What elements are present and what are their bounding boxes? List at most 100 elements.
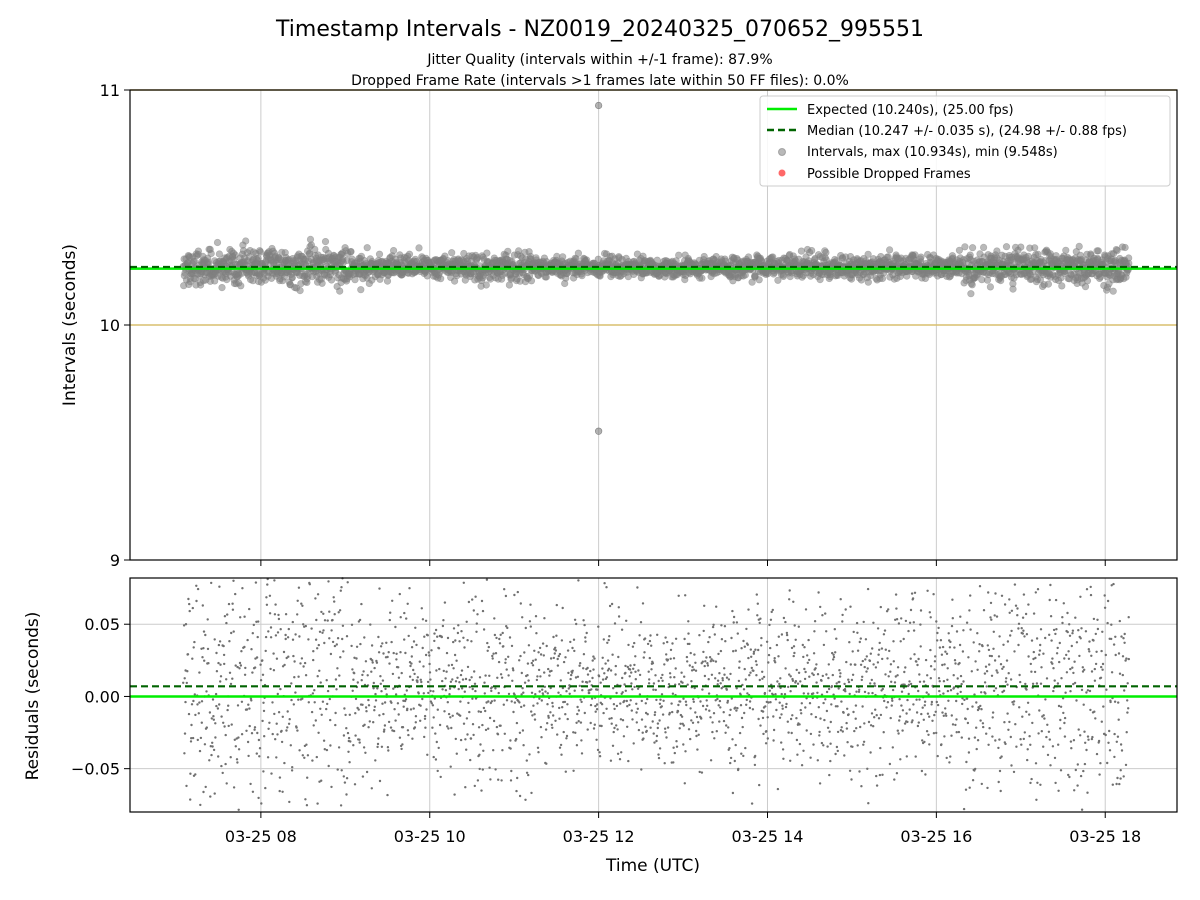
- interval-point: [1121, 243, 1129, 252]
- residual-point: [865, 670, 868, 673]
- residual-point: [475, 622, 478, 625]
- residual-point: [609, 669, 613, 672]
- residual-point: [859, 637, 862, 640]
- residual-point: [798, 742, 802, 746]
- residual-point: [210, 717, 213, 720]
- residual-point: [296, 599, 299, 602]
- residual-point: [677, 703, 680, 707]
- residual-point: [738, 731, 742, 735]
- residual-point: [809, 732, 813, 736]
- residual-point: [1006, 712, 1009, 715]
- residual-point: [387, 651, 390, 654]
- residual-point: [416, 676, 419, 679]
- residual-point: [524, 798, 527, 801]
- residual-point: [633, 685, 636, 689]
- residual-point: [187, 597, 190, 601]
- interval-point: [321, 238, 330, 246]
- residual-point: [768, 689, 771, 692]
- residual-point: [277, 617, 281, 621]
- residual-point: [657, 753, 660, 756]
- residual-point: [918, 680, 922, 683]
- residual-point: [827, 663, 830, 666]
- residual-point: [816, 759, 819, 762]
- residual-point: [804, 670, 807, 674]
- residual-point: [318, 669, 321, 672]
- residual-point: [743, 645, 746, 648]
- residual-point: [1057, 743, 1060, 746]
- residual-point: [958, 661, 961, 665]
- residual-point: [949, 689, 953, 692]
- residual-point: [942, 680, 946, 683]
- residual-point: [644, 702, 647, 705]
- residual-point: [648, 678, 651, 681]
- interval-point: [213, 238, 222, 247]
- residual-point: [793, 651, 796, 655]
- residual-point: [892, 660, 895, 663]
- residual-point: [824, 612, 827, 615]
- residual-point: [998, 635, 1001, 638]
- residual-point: [257, 620, 260, 623]
- residual-point: [968, 786, 971, 789]
- residual-point: [729, 708, 732, 711]
- residual-point: [638, 634, 641, 637]
- residual-point: [453, 653, 457, 657]
- residual-point: [658, 747, 662, 750]
- residual-point: [780, 713, 783, 716]
- residual-point: [1037, 732, 1040, 735]
- residual-point: [665, 736, 668, 739]
- residual-point: [272, 669, 276, 672]
- residual-point: [290, 769, 294, 772]
- residual-point: [480, 789, 483, 792]
- residual-point: [1018, 706, 1021, 709]
- residual-point: [569, 640, 572, 644]
- residual-point: [929, 677, 932, 680]
- residual-point: [389, 726, 393, 729]
- residual-point: [386, 746, 390, 749]
- residual-point: [455, 752, 458, 755]
- residual-point: [655, 734, 659, 738]
- residual-point: [923, 740, 926, 744]
- residual-point: [1029, 781, 1032, 785]
- residual-point: [969, 594, 972, 597]
- residual-point: [718, 699, 722, 703]
- residual-point: [900, 704, 903, 707]
- residual-point: [220, 715, 223, 718]
- residual-point: [922, 718, 925, 721]
- residual-point: [243, 645, 246, 649]
- residual-point: [230, 723, 233, 726]
- residual-point: [494, 687, 497, 690]
- residual-point: [865, 655, 868, 658]
- residual-point: [404, 651, 407, 655]
- interval-point: [885, 246, 894, 254]
- residual-point: [745, 627, 748, 631]
- residual-point: [1025, 633, 1029, 636]
- residual-point: [754, 754, 757, 758]
- residual-point: [731, 738, 734, 741]
- residual-point: [329, 652, 333, 656]
- residual-point: [1030, 777, 1033, 781]
- residual-point: [666, 726, 670, 729]
- residual-point: [919, 609, 923, 612]
- residual-point: [644, 725, 647, 728]
- residual-point: [361, 673, 364, 677]
- residual-point: [306, 776, 309, 779]
- residual-point: [849, 605, 852, 608]
- residual-point: [547, 716, 550, 719]
- residual-point: [550, 723, 553, 726]
- residual-point: [813, 620, 817, 623]
- residual-point: [621, 691, 624, 694]
- residual-point: [223, 615, 227, 618]
- residual-point: [1007, 728, 1010, 731]
- residual-point: [981, 722, 985, 725]
- residual-point: [902, 637, 905, 641]
- residual-point: [901, 709, 905, 712]
- residual-point: [537, 668, 541, 672]
- residual-point: [870, 712, 874, 715]
- residual-point: [785, 633, 789, 637]
- residual-point: [211, 741, 214, 744]
- residual-point: [941, 711, 944, 714]
- residual-point: [332, 596, 335, 599]
- residual-point: [907, 692, 910, 696]
- residual-point: [189, 772, 192, 775]
- residual-point: [641, 731, 644, 734]
